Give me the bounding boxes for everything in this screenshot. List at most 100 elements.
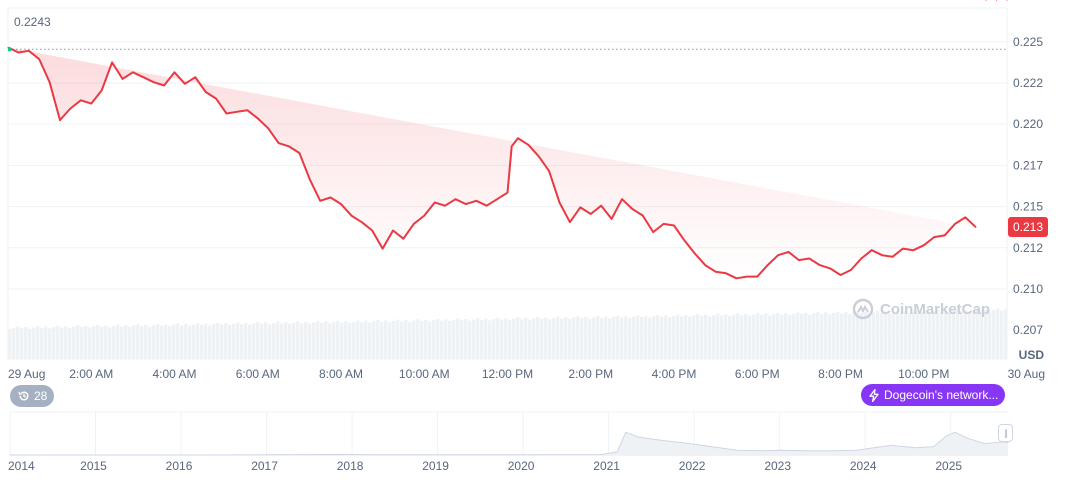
volume-bar xyxy=(424,319,428,359)
volume-bar xyxy=(88,327,92,359)
navigator-point xyxy=(599,454,601,456)
range-scrubber-handle[interactable]: || xyxy=(998,424,1013,442)
volume-bar xyxy=(624,316,628,359)
volume-bar xyxy=(40,327,44,359)
volume-bar xyxy=(356,320,360,359)
price-point xyxy=(184,83,186,85)
navigator-point xyxy=(915,447,917,449)
price-point xyxy=(621,198,623,200)
history-icon xyxy=(18,391,29,401)
x-tick-label: 10:00 PM xyxy=(898,367,949,381)
price-point xyxy=(194,76,196,78)
history-badge[interactable]: 28 xyxy=(10,385,54,407)
volume-bar xyxy=(416,319,420,359)
volume-bar xyxy=(492,319,496,359)
y-tick-label: 0.215 xyxy=(1013,200,1043,214)
volume-bar xyxy=(908,312,912,359)
volume-bar xyxy=(824,312,828,359)
navigator-point xyxy=(710,446,712,448)
volume-bar xyxy=(860,313,864,359)
navigator-tick-label: 2021 xyxy=(593,459,620,473)
volume-bar xyxy=(768,315,772,359)
volume-bar xyxy=(536,317,540,359)
volume-bar xyxy=(384,320,388,359)
price-point xyxy=(735,277,738,279)
volume-bar xyxy=(448,321,452,359)
price-point xyxy=(329,196,332,199)
price-point xyxy=(902,247,904,250)
price-point xyxy=(101,89,103,91)
volume-bar xyxy=(884,311,888,359)
price-point xyxy=(38,58,40,60)
volume-bar xyxy=(432,320,436,359)
volume-bar xyxy=(260,323,264,359)
volume-bar xyxy=(548,319,552,359)
volume-bar xyxy=(340,322,344,359)
navigator-tick-label: 2024 xyxy=(850,459,877,473)
price-point xyxy=(506,191,509,194)
volume-bar xyxy=(112,325,116,359)
price-point xyxy=(860,257,862,260)
volume-bar xyxy=(640,317,644,359)
range-navigator[interactable]: 2014 2015 2016 2017 2018 2019 2020 2021 2022 2023… xyxy=(8,411,1009,473)
volume-bar xyxy=(308,323,312,359)
volume-bar xyxy=(980,310,984,359)
volume-bar xyxy=(148,326,152,359)
volume-bar xyxy=(636,315,640,359)
volume-bar xyxy=(800,314,804,359)
price-point xyxy=(90,102,92,105)
volume-bar xyxy=(652,316,656,359)
y-tick-label: 0.222 xyxy=(1013,76,1043,90)
volume-bar xyxy=(184,324,188,359)
volume-bar xyxy=(44,326,48,359)
volume-bar xyxy=(660,316,664,359)
volume-bar xyxy=(828,314,832,359)
volume-bar xyxy=(896,310,900,359)
volume-bar xyxy=(760,314,764,359)
volume-bar xyxy=(404,320,408,359)
volume-bar xyxy=(216,322,220,359)
price-point xyxy=(746,276,748,278)
price-point xyxy=(600,205,602,207)
price-point xyxy=(912,249,914,251)
volume-bar xyxy=(92,326,96,359)
price-point xyxy=(610,218,613,220)
x-tick-label: 12:00 PM xyxy=(482,367,533,381)
price-point xyxy=(17,51,20,54)
volume-bar xyxy=(132,325,136,359)
reference-line xyxy=(8,47,1007,52)
price-point xyxy=(475,200,477,202)
volume-bar xyxy=(820,313,824,359)
price-point xyxy=(652,231,654,233)
volume-bar xyxy=(144,324,148,359)
volume-bar xyxy=(332,321,336,359)
price-point xyxy=(361,221,363,223)
price-point xyxy=(798,259,800,261)
volume-bar xyxy=(84,325,88,359)
price-point xyxy=(829,267,831,269)
y-axis: 0.225 0.222 0.220 0.217 0.215 0.212 0.210 0.207 xyxy=(1013,35,1043,337)
y-tick-label: 0.225 xyxy=(1013,35,1043,49)
news-badge[interactable]: Dogecoin's network... xyxy=(861,384,1005,406)
volume-bar xyxy=(952,310,956,359)
volume-bar xyxy=(968,311,972,359)
volume-bar xyxy=(400,321,404,359)
volume-bar xyxy=(756,313,760,359)
volume-bar xyxy=(836,311,840,359)
volume-bar xyxy=(764,313,768,359)
x-tick-label: 4:00 PM xyxy=(652,367,697,381)
volume-bar xyxy=(228,325,232,359)
volume-bar xyxy=(568,318,572,359)
volume-bar xyxy=(688,316,692,359)
volume-bar xyxy=(876,310,880,359)
volume-bar xyxy=(784,313,788,359)
volume-bar xyxy=(788,314,792,359)
volume-bar xyxy=(880,312,884,359)
volume-bar xyxy=(736,313,740,359)
volume-bar xyxy=(564,317,568,359)
volume-bar xyxy=(324,321,328,359)
volume-bar xyxy=(576,316,580,359)
volume-bar xyxy=(712,315,716,359)
volume-bar xyxy=(220,324,224,359)
